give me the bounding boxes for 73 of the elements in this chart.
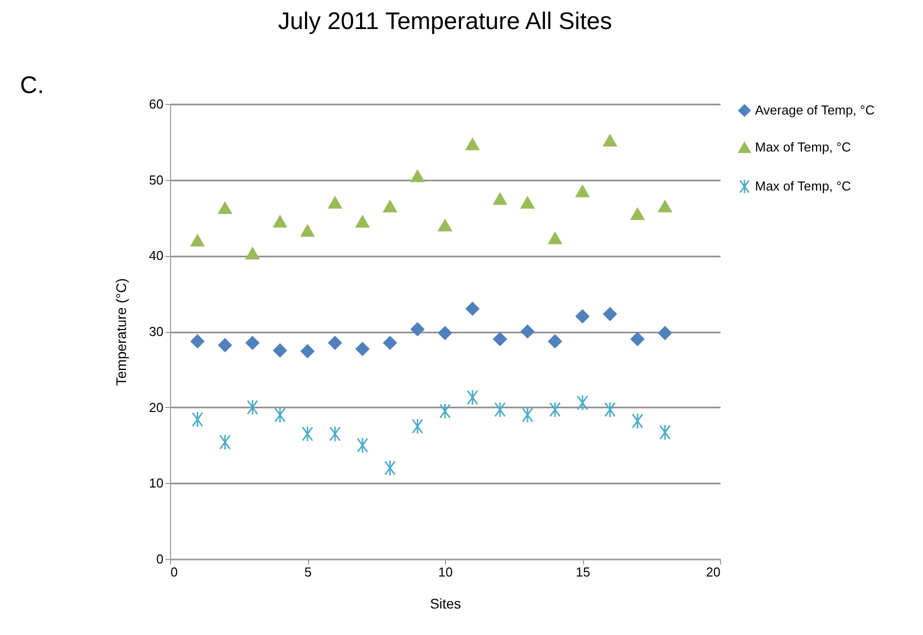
point [520, 196, 534, 209]
point [219, 434, 231, 450]
y-axis-title: Temperature (°C) [113, 278, 130, 386]
point [630, 332, 644, 346]
point [438, 219, 452, 232]
point [410, 322, 424, 336]
point [246, 399, 258, 416]
point [192, 411, 204, 428]
point [356, 437, 368, 454]
point [274, 406, 286, 424]
x-tick-label: 5 [304, 564, 312, 580]
point [493, 332, 507, 346]
point [466, 138, 480, 150]
point [328, 336, 342, 350]
point [384, 460, 396, 476]
x-tick-label: 20 [706, 564, 720, 580]
point [412, 418, 424, 434]
x-axis-title: Sites [430, 596, 462, 612]
point [300, 224, 314, 237]
point [383, 336, 397, 350]
point [246, 336, 260, 350]
point [604, 402, 616, 418]
legend-label: Average of Temp, °C [755, 102, 875, 118]
point [329, 426, 341, 442]
y-tick-label: 40 [149, 248, 164, 264]
point [603, 307, 617, 321]
point [356, 342, 370, 356]
point [522, 406, 534, 424]
chart-title: July 2011 Temperature All Sites [278, 8, 612, 35]
point [302, 426, 314, 442]
text: C. [20, 72, 44, 99]
point [520, 324, 534, 338]
y-tick-label: 30 [149, 324, 164, 339]
point [494, 402, 506, 418]
point [630, 208, 644, 220]
point [218, 202, 232, 214]
x-tick-label: 0 [170, 564, 178, 580]
y-tick-label: 20 [149, 400, 164, 415]
point [548, 232, 562, 244]
point [658, 326, 672, 340]
y-tick-label: 60 [149, 96, 164, 112]
point [190, 334, 204, 348]
point [576, 185, 590, 198]
x-tick-label: 10 [438, 564, 453, 580]
point [273, 215, 287, 228]
point [576, 394, 588, 411]
point [466, 389, 478, 406]
y-tick-label: 50 [149, 172, 164, 188]
point [632, 412, 644, 430]
y-tick-label: 10 [149, 476, 164, 491]
point [576, 309, 590, 324]
point [658, 200, 672, 212]
point [466, 302, 480, 316]
point [218, 338, 232, 352]
point [659, 424, 671, 440]
point [383, 200, 397, 212]
point [548, 334, 562, 348]
point [246, 247, 260, 260]
point [273, 344, 287, 358]
legend-label: Max of Temp, °C [755, 178, 851, 194]
point [328, 196, 342, 209]
y-tick-label: 0 [156, 552, 164, 566]
point [439, 403, 451, 420]
legend-label: Max of Temp, °C [755, 140, 851, 154]
point [300, 344, 314, 358]
point [190, 234, 204, 247]
point [549, 402, 561, 418]
point [603, 134, 617, 146]
point [493, 192, 507, 205]
x-tick-label: 15 [576, 564, 590, 580]
point [438, 326, 452, 340]
point [356, 215, 370, 228]
point [410, 170, 424, 182]
